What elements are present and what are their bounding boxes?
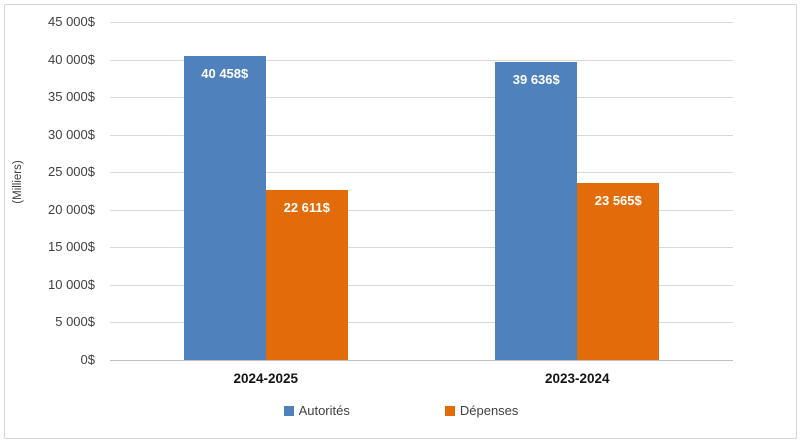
legend-item-autorites: Autorités (283, 403, 350, 418)
bar-value-label: 39 636$ (512, 72, 560, 87)
legend-label: Dépenses (459, 403, 519, 418)
bar-value-label: 40 458$ (201, 66, 249, 81)
x-axis-line (110, 360, 733, 361)
y-tick-label: 40 000$ (48, 51, 95, 67)
bar-value-label: 22 611$ (283, 200, 330, 215)
bar-autorites-2023-2024: 39 636$ (495, 62, 578, 360)
gridline (110, 172, 733, 174)
bar-group-2023-2024: 39 636$ 23 565$ (495, 62, 660, 360)
y-tick-label: 5 000$ (55, 314, 95, 330)
legend-item-depenses: Dépenses (444, 403, 519, 418)
bar-autorites-2024-2025: 40 458$ (183, 56, 266, 360)
plot-area: 40 458$ 22 611$ 39 636$ 23 565$ (110, 22, 733, 361)
bar-depenses-2024-2025: 22 611$ (265, 190, 348, 360)
legend: Autorités Dépenses (0, 403, 802, 418)
gridline (110, 134, 733, 136)
y-tick-label: 20 000$ (48, 201, 95, 217)
gridline (110, 22, 733, 23)
y-tick-label: 10 000$ (48, 276, 95, 292)
legend-label: Autorités (298, 403, 350, 418)
legend-swatch-depenses (444, 405, 455, 416)
y-tick-label: 30 000$ (48, 126, 95, 142)
bar-group-2024-2025: 40 458$ 22 611$ (183, 56, 348, 360)
y-tick-label: 15 000$ (48, 239, 95, 255)
gridline (110, 209, 733, 211)
gridline (110, 59, 733, 61)
y-tick-label: 25 000$ (48, 164, 95, 180)
gridline (110, 97, 733, 99)
bar-value-label: 23 565$ (594, 193, 642, 208)
y-tick-label: 35 000$ (48, 89, 95, 105)
y-tick-label: 0$ (80, 352, 95, 367)
y-tick-label: 45 000$ (48, 14, 95, 29)
gridline (110, 247, 733, 249)
gridline (110, 322, 733, 324)
gridline (110, 284, 733, 286)
bar-depenses-2023-2024: 23 565$ (577, 183, 660, 360)
legend-swatch-autorites (283, 405, 294, 416)
